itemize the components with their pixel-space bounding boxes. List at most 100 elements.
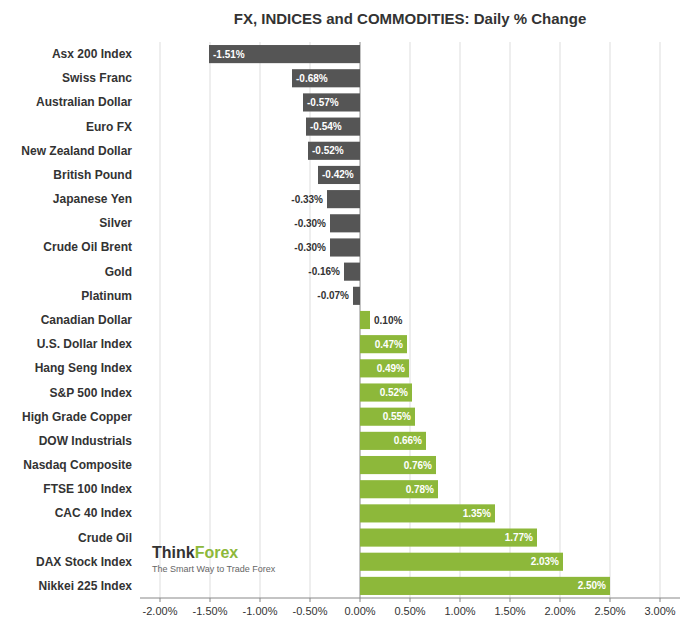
bar bbox=[360, 529, 537, 547]
tick-mark bbox=[660, 598, 661, 602]
data-label: -0.30% bbox=[294, 242, 326, 253]
data-label: 1.77% bbox=[505, 532, 533, 543]
bar bbox=[308, 142, 360, 160]
annotation: ThinkForex bbox=[152, 544, 238, 561]
category-label: New Zealand Dollar bbox=[21, 144, 132, 158]
bar bbox=[360, 480, 438, 498]
x-axis: -2.00%-1.50%-1.00%-0.50%0.00%0.50%1.00%1… bbox=[140, 598, 680, 617]
bar bbox=[360, 553, 563, 571]
data-label: 0.47% bbox=[375, 339, 403, 350]
data-label: 0.55% bbox=[383, 411, 411, 422]
data-label: 0.10% bbox=[374, 315, 402, 326]
tick-mark bbox=[460, 598, 461, 602]
tick-label: 1.00% bbox=[444, 605, 475, 617]
data-label: 0.49% bbox=[377, 363, 405, 374]
bar bbox=[327, 190, 360, 208]
bar bbox=[344, 263, 360, 281]
tick-label: -2.00% bbox=[143, 605, 178, 617]
annotation: Forex bbox=[195, 544, 239, 561]
tick-label: 0.50% bbox=[394, 605, 425, 617]
category-label: Nasdaq Composite bbox=[23, 458, 132, 472]
grid-line bbox=[160, 42, 161, 598]
bar bbox=[330, 238, 360, 256]
tick-mark bbox=[310, 598, 311, 602]
labels: Asx 200 Index-1.51%Swiss Franc-0.68%Aust… bbox=[21, 47, 606, 593]
data-label: 2.03% bbox=[531, 556, 559, 567]
tick-label: 2.00% bbox=[544, 605, 575, 617]
data-label: -0.07% bbox=[317, 290, 349, 301]
title: FX, INDICES and COMMODITIES: Daily % Cha… bbox=[234, 10, 587, 27]
category-label: Nikkei 225 Index bbox=[39, 579, 133, 593]
bar bbox=[209, 45, 360, 63]
data-label: -0.52% bbox=[312, 145, 344, 156]
bar bbox=[360, 432, 426, 450]
data-label: -0.57% bbox=[307, 97, 339, 108]
tick-label: -0.50% bbox=[293, 605, 328, 617]
bar bbox=[318, 166, 360, 184]
annotation: Think bbox=[152, 544, 195, 561]
data-label: -0.54% bbox=[310, 121, 342, 132]
annotation: The Smart Way to Trade Forex bbox=[152, 564, 276, 574]
bar bbox=[353, 287, 360, 305]
category-label: CAC 40 Index bbox=[55, 506, 133, 520]
bar bbox=[303, 93, 360, 111]
category-label: DOW Industrials bbox=[39, 434, 133, 448]
category-label: Canadian Dollar bbox=[41, 313, 133, 327]
data-label: 2.50% bbox=[578, 580, 606, 591]
data-label: 0.52% bbox=[380, 387, 408, 398]
data-label: -0.68% bbox=[296, 73, 328, 84]
grid-line bbox=[660, 42, 661, 598]
annotations: ThinkForex The Smart Way to Trade Forex bbox=[152, 544, 276, 574]
data-label: 0.76% bbox=[404, 460, 432, 471]
tick-mark bbox=[260, 598, 261, 602]
grid-line bbox=[260, 42, 261, 598]
data-label: -0.30% bbox=[294, 218, 326, 229]
category-label: DAX Stock Index bbox=[36, 555, 132, 569]
tick-mark bbox=[210, 598, 211, 602]
category-label: Platinum bbox=[81, 289, 132, 303]
data-label: 0.78% bbox=[406, 484, 434, 495]
bar bbox=[360, 577, 610, 595]
grid-line bbox=[210, 42, 211, 598]
data-label: 1.35% bbox=[463, 508, 491, 519]
grid-line bbox=[560, 42, 561, 598]
data-label: -0.42% bbox=[322, 169, 354, 180]
category-label: Asx 200 Index bbox=[52, 47, 132, 61]
grid bbox=[160, 42, 660, 598]
bar bbox=[360, 383, 412, 401]
category-label: U.S. Dollar Index bbox=[37, 337, 133, 351]
bar bbox=[360, 335, 407, 353]
category-label: Japanese Yen bbox=[53, 192, 132, 206]
tick-mark bbox=[410, 598, 411, 602]
tick-label: 0.00% bbox=[344, 605, 375, 617]
tick-mark bbox=[560, 598, 561, 602]
category-label: Australian Dollar bbox=[36, 95, 132, 109]
category-label: British Pound bbox=[53, 168, 132, 182]
tick-mark bbox=[360, 598, 361, 602]
category-label: Hang Seng Index bbox=[35, 361, 133, 375]
category-label: Crude Oil Brent bbox=[43, 240, 132, 254]
category-label: Crude Oil bbox=[78, 531, 132, 545]
data-label: -0.33% bbox=[291, 194, 323, 205]
bar bbox=[292, 69, 360, 87]
category-label: FTSE 100 Index bbox=[43, 482, 132, 496]
tick-label: 1.50% bbox=[494, 605, 525, 617]
data-label: 0.66% bbox=[394, 435, 422, 446]
bar bbox=[360, 504, 495, 522]
tick-label: 2.50% bbox=[594, 605, 625, 617]
axis-line bbox=[140, 598, 680, 599]
category-label: Gold bbox=[105, 265, 132, 279]
tick-mark bbox=[610, 598, 611, 602]
grid-line bbox=[510, 42, 511, 598]
data-label: -0.16% bbox=[308, 266, 340, 277]
tick-mark bbox=[510, 598, 511, 602]
category-label: Silver bbox=[99, 216, 132, 230]
bar bbox=[330, 214, 360, 232]
tick-label: -1.00% bbox=[243, 605, 278, 617]
category-label: Euro FX bbox=[86, 120, 132, 134]
bar bbox=[306, 118, 360, 136]
category-label: S&P 500 Index bbox=[50, 386, 133, 400]
category-label: Swiss Franc bbox=[62, 71, 132, 85]
chart: FX, INDICES and COMMODITIES: Daily % Cha… bbox=[0, 0, 696, 632]
tick-label: 3.00% bbox=[644, 605, 675, 617]
